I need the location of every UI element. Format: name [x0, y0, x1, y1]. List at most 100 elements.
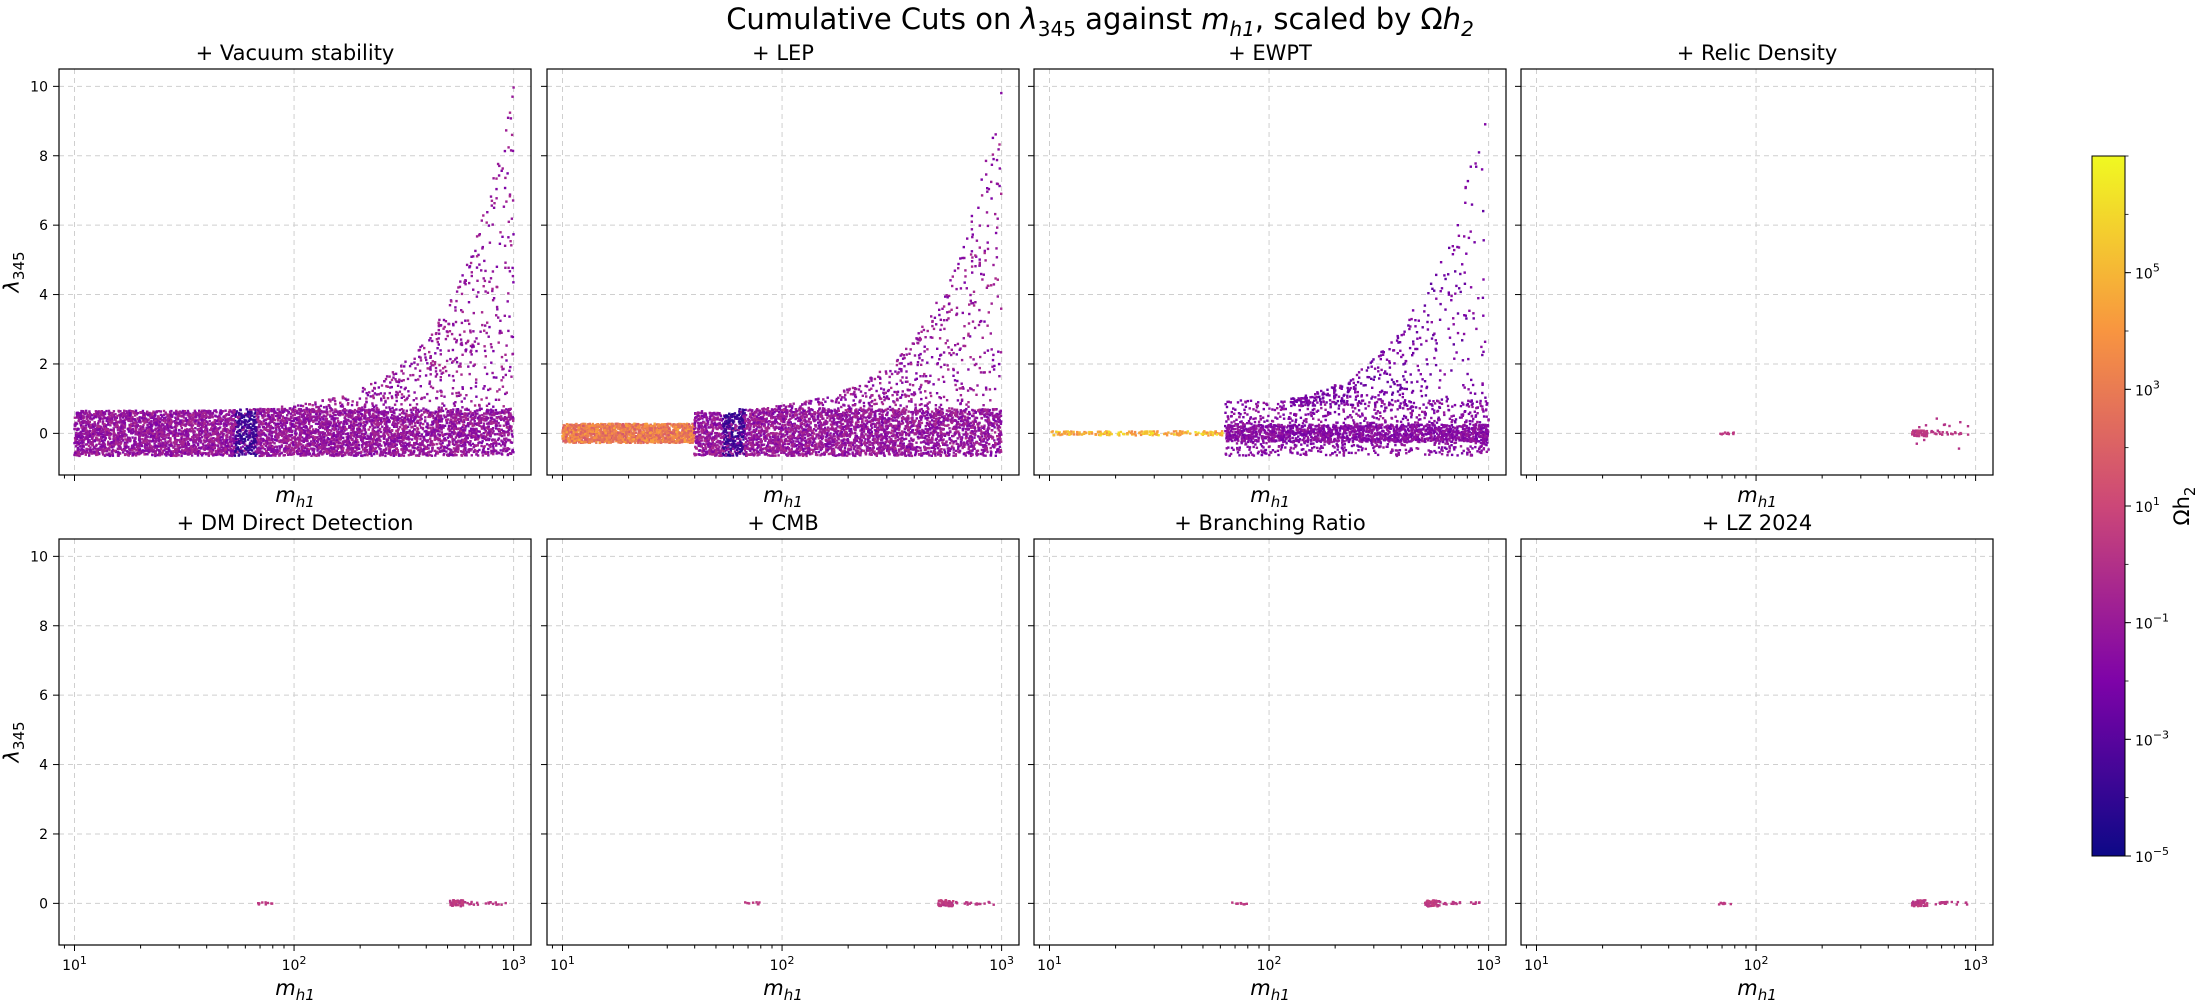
data-point — [203, 409, 206, 412]
data-point — [318, 415, 321, 418]
data-point — [188, 446, 191, 450]
data-point — [491, 287, 494, 291]
data-point — [338, 423, 341, 426]
data-point — [267, 410, 270, 413]
data-point — [462, 418, 466, 422]
data-point — [176, 445, 179, 448]
data-point — [487, 224, 491, 227]
data-point — [237, 437, 240, 441]
data-point — [309, 425, 312, 428]
data-point — [483, 259, 486, 263]
data-point — [358, 431, 361, 435]
data-point — [288, 426, 291, 430]
data-point — [432, 430, 436, 434]
data-point — [88, 435, 91, 439]
data-point — [136, 411, 140, 415]
data-point — [474, 385, 478, 388]
data-point — [317, 429, 320, 432]
data-point — [429, 368, 432, 371]
data-point — [244, 412, 247, 416]
data-point — [113, 432, 116, 435]
data-point — [484, 290, 487, 293]
data-point — [76, 448, 79, 451]
data-point — [446, 432, 449, 436]
data-point — [262, 454, 265, 457]
data-point — [360, 414, 364, 418]
data-point — [505, 408, 508, 411]
data-point — [165, 441, 168, 445]
data-point — [123, 429, 126, 433]
data-point — [474, 434, 478, 437]
data-point — [461, 406, 464, 409]
data-point — [453, 416, 456, 419]
data-point — [248, 434, 252, 437]
data-point — [432, 443, 436, 446]
data-point — [343, 412, 347, 415]
data-point — [324, 415, 328, 418]
data-point — [459, 427, 462, 430]
data-point — [354, 454, 357, 457]
data-point — [447, 349, 450, 352]
data-point — [275, 445, 279, 448]
data-point — [338, 441, 342, 444]
data-point — [439, 353, 442, 356]
data-point — [504, 421, 508, 424]
data-point — [358, 411, 361, 414]
data-point — [383, 419, 386, 422]
data-point — [428, 382, 431, 385]
data-point — [214, 414, 217, 417]
data-point — [380, 412, 383, 415]
data-point — [167, 450, 171, 453]
data-point — [485, 372, 489, 376]
data-point — [337, 451, 340, 454]
data-point — [437, 417, 440, 420]
data-point — [490, 408, 493, 411]
data-point — [419, 447, 422, 451]
data-point — [227, 448, 230, 452]
data-point — [396, 384, 400, 387]
data-point — [361, 443, 364, 447]
data-point — [306, 411, 309, 414]
data-point — [408, 444, 411, 447]
data-point — [351, 450, 354, 453]
data-point — [380, 384, 384, 387]
data-point — [498, 415, 501, 419]
data-point — [268, 445, 271, 448]
data-point — [314, 432, 317, 435]
data-point — [342, 396, 345, 400]
data-point — [116, 447, 119, 450]
data-point — [123, 426, 126, 429]
data-point — [459, 362, 462, 365]
data-point — [258, 432, 261, 435]
data-point — [429, 373, 432, 376]
data-point — [305, 409, 309, 413]
data-point — [480, 427, 484, 430]
data-point — [483, 445, 486, 448]
data-point — [364, 423, 367, 427]
data-point — [349, 420, 352, 423]
data-point — [455, 339, 458, 342]
data-point — [375, 393, 378, 396]
data-point — [508, 447, 511, 451]
data-point — [434, 375, 438, 378]
data-point — [460, 343, 464, 347]
data-point — [480, 407, 483, 411]
data-point — [507, 220, 510, 223]
data-point — [450, 435, 453, 438]
data-point — [482, 415, 486, 418]
data-point — [480, 444, 483, 448]
data-point — [111, 452, 114, 455]
data-point — [244, 439, 247, 443]
data-point — [424, 356, 427, 359]
data-point — [336, 438, 339, 441]
data-point — [279, 414, 282, 417]
data-point — [470, 255, 473, 258]
data-point — [111, 454, 115, 457]
data-point — [407, 394, 411, 397]
data-point — [386, 432, 389, 435]
data-point — [389, 386, 392, 389]
data-point — [510, 244, 513, 247]
data-point — [426, 430, 429, 434]
data-point — [232, 451, 235, 454]
data-point — [105, 409, 108, 413]
